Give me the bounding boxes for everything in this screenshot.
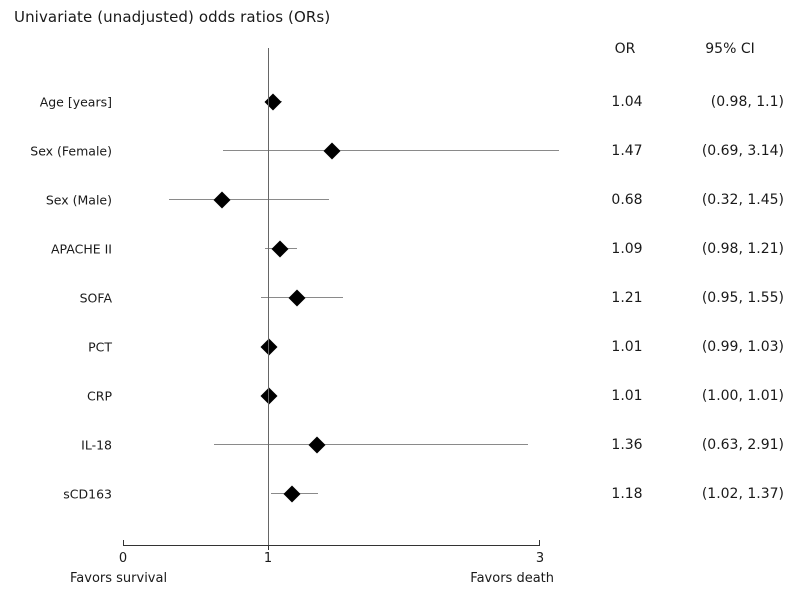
row-label: CRP	[87, 388, 112, 403]
odds-ratio-marker	[288, 289, 306, 306]
odds-ratio-marker	[260, 338, 278, 355]
row-label: IL-18	[81, 437, 112, 452]
odds-ratio-marker	[213, 191, 231, 208]
odds-ratio-marker	[271, 240, 289, 257]
axis-tick-label: 1	[263, 551, 273, 566]
confidence-interval-line	[169, 199, 330, 200]
or-value: 1.01	[611, 387, 643, 404]
ci-value: (1.00, 1.01)	[701, 387, 784, 404]
axis-tick-label: 0	[118, 551, 128, 566]
favors-death-label: Favors death	[470, 571, 554, 586]
odds-ratio-marker	[323, 142, 341, 159]
ci-column-header: 95% CI	[705, 41, 755, 57]
ci-value: (0.63, 2.91)	[701, 436, 784, 453]
ci-value: (0.32, 1.45)	[701, 191, 784, 208]
confidence-interval-line	[223, 150, 560, 151]
or-value: 0.68	[611, 191, 643, 208]
favors-survival-label: Favors survival	[70, 571, 168, 586]
odds-ratio-marker	[283, 485, 301, 502]
or-value: 1.01	[611, 338, 643, 355]
confidence-interval-line	[214, 444, 528, 445]
ci-value: (0.69, 3.14)	[701, 142, 784, 159]
odds-ratio-marker	[308, 436, 326, 453]
row-label: Age [years]	[39, 94, 112, 109]
axis-tick-mark	[267, 546, 269, 550]
row-label: SOFA	[79, 290, 112, 305]
or-value: 1.04	[611, 93, 643, 110]
row-label: Sex (Female)	[30, 143, 112, 158]
ci-value: (0.95, 1.55)	[701, 289, 784, 306]
row-label: PCT	[88, 339, 112, 354]
or-value: 1.36	[611, 436, 643, 453]
axis-tick-label: 3	[535, 551, 545, 566]
odds-ratio-marker	[260, 387, 278, 404]
ci-value: (1.02, 1.37)	[701, 485, 784, 502]
axis-right-endcap	[539, 540, 540, 546]
reference-line	[267, 48, 269, 546]
or-value: 1.18	[611, 485, 643, 502]
or-column-header: OR	[614, 41, 636, 57]
ci-value: (0.99, 1.03)	[701, 338, 784, 355]
or-value: 1.21	[611, 289, 643, 306]
or-value: 1.47	[611, 142, 643, 159]
or-value: 1.09	[611, 240, 643, 257]
row-label: sCD163	[63, 486, 112, 501]
row-label: Sex (Male)	[45, 192, 112, 207]
ci-value: (0.98, 1.21)	[701, 240, 784, 257]
chart-title: Univariate (unadjusted) odds ratios (ORs…	[14, 8, 331, 26]
axis-left-endcap	[123, 540, 124, 546]
ci-value: (0.98, 1.1)	[710, 93, 784, 110]
row-label: APACHE II	[51, 241, 112, 256]
x-axis-line	[123, 545, 540, 546]
